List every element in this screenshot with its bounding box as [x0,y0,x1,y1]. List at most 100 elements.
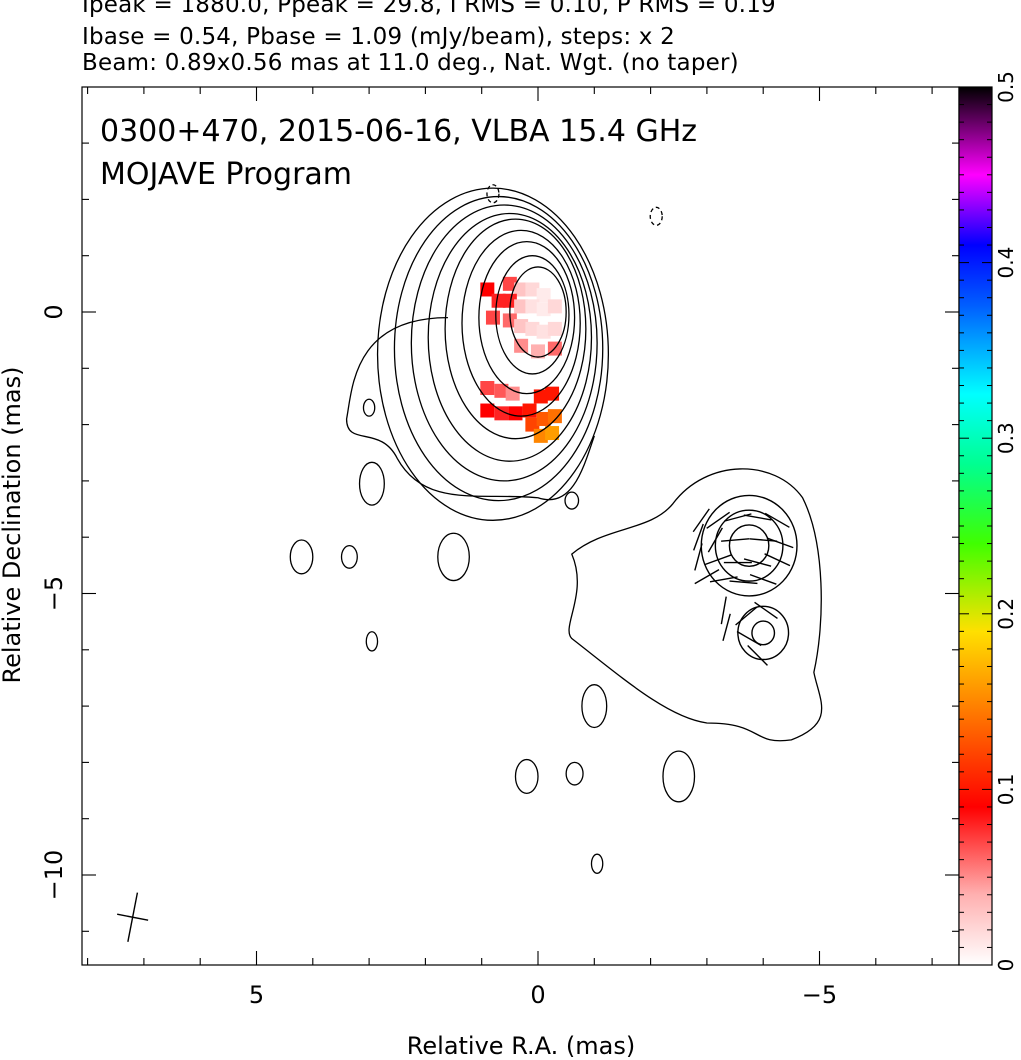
core-outer-contour [345,316,595,501]
pol-pixel [536,411,551,426]
isolated-contour [565,761,584,786]
polarization-pixels [480,276,562,443]
pol-pixel [536,302,551,317]
evpa-vector [709,576,738,583]
evpa-vector [692,508,710,533]
beam-minor-axis [117,913,149,921]
total-intensity-contours [289,184,823,874]
isolated-contour [662,750,696,803]
evpa-vector [754,601,778,619]
isolated-contour [564,491,580,510]
jet-envelope-contour [568,468,823,742]
evpa-vector [764,553,791,567]
core-contour [444,218,587,440]
pol-pixel [514,282,529,297]
x-tick-label: 5 [249,981,264,1009]
evpa-vector [707,527,723,553]
header-base-levels: Ibase = 0.54, Pbase = 1.09 (mJy/beam), s… [82,24,675,50]
core-contour [393,195,604,502]
evpa-vector [764,512,790,528]
pol-pixel [525,417,540,432]
colorbar-tick-label: 0.4 [994,247,1018,279]
evpa-vector [736,630,762,647]
chart-title: 0300+470, 2015-06-16, VLBA 15.4 GHz [100,114,697,149]
pol-pixel [525,321,540,336]
jet-component-contour [728,524,770,568]
core-contour [376,187,610,521]
pol-pixel [547,409,562,424]
isolated-contour [340,544,358,569]
x-axis-ticks: 5 0 −5 [87,87,933,1009]
isolated-contour [362,398,376,417]
evpa-vector [743,558,772,567]
isolated-contour [365,631,379,652]
pol-pixel [533,389,548,404]
header-peak-rms: Ipeak = 1880.0, Ppeak = 29.8, I RMS = 0.… [82,0,776,18]
pol-pixel [480,282,495,297]
evpa-vector [747,645,768,666]
evpa-vector [743,514,772,521]
y-axis-ticks: 0 −5 −10 [40,142,959,932]
pol-pixel [502,293,517,308]
colorbar-tick-label: 0.3 [994,422,1018,454]
pol-pixel [536,324,551,339]
colorbar-tick-label: 0.5 [994,71,1018,103]
pol-pixel [536,288,551,303]
jet-component-contour [714,509,784,582]
pol-pixel [502,276,517,291]
chart-subtitle: MOJAVE Program [100,157,352,192]
x-tick-label: −5 [802,981,837,1009]
evpa-vector [706,511,731,529]
evpa-vector [722,613,731,641]
isolated-contour [437,532,470,582]
plot-frame [81,86,960,966]
evpa-vector [729,580,758,585]
core-contour [495,255,570,375]
y-tick-label: −5 [40,576,68,611]
pol-pixel [547,299,562,314]
pol-pixel [485,310,500,325]
pol-pixel [525,282,540,297]
colorbar-ticks: 0 0.1 0.2 0.3 0.4 0.5 [959,71,1018,971]
negative-contour [649,206,663,226]
evpa-vector [720,596,727,625]
evpa-vector [693,523,704,551]
core-contour [509,266,567,358]
evpa-vector [735,606,758,626]
isolated-contour [358,461,385,506]
pol-pixel [533,428,548,443]
isolated-contour [289,539,314,575]
pol-pixel [480,381,495,396]
pol-pixel [480,403,495,418]
pol-pixel [547,321,562,336]
x-tick-label: 0 [530,981,545,1009]
colorbar-tick-label: 0.1 [994,773,1018,805]
colorbar-tick-label: 0 [994,959,1018,972]
jet-component-contour [751,620,776,646]
pol-pixel [494,406,509,421]
evpa-vector [749,538,778,542]
evpa-vector [766,537,794,549]
pol-pixel [514,319,529,334]
evpa-vector [704,554,732,566]
jet-component-contour [737,605,790,661]
isolated-contour [581,684,608,729]
core-contour [478,240,576,395]
pol-pixel [545,386,560,401]
core-contour [410,204,598,482]
evpa-vector [694,569,720,585]
evpa-vector [694,543,703,571]
y-axis-label: Relative Declination (mas) [0,366,26,683]
evpa-vector [721,538,750,542]
pol-pixel [508,406,523,421]
negative-contour [486,184,500,204]
colorbar [958,86,993,966]
isolated-contour [590,853,604,874]
evpa-vector [749,573,777,585]
pol-pixel [545,426,560,441]
isolated-contour [514,758,539,795]
pol-pixel [514,299,529,314]
y-tick-label: −10 [40,850,68,901]
colorbar-tick-label: 0.2 [994,598,1018,630]
header-beam-info: Beam: 0.89x0.56 mas at 11.0 deg., Nat. W… [82,50,739,76]
